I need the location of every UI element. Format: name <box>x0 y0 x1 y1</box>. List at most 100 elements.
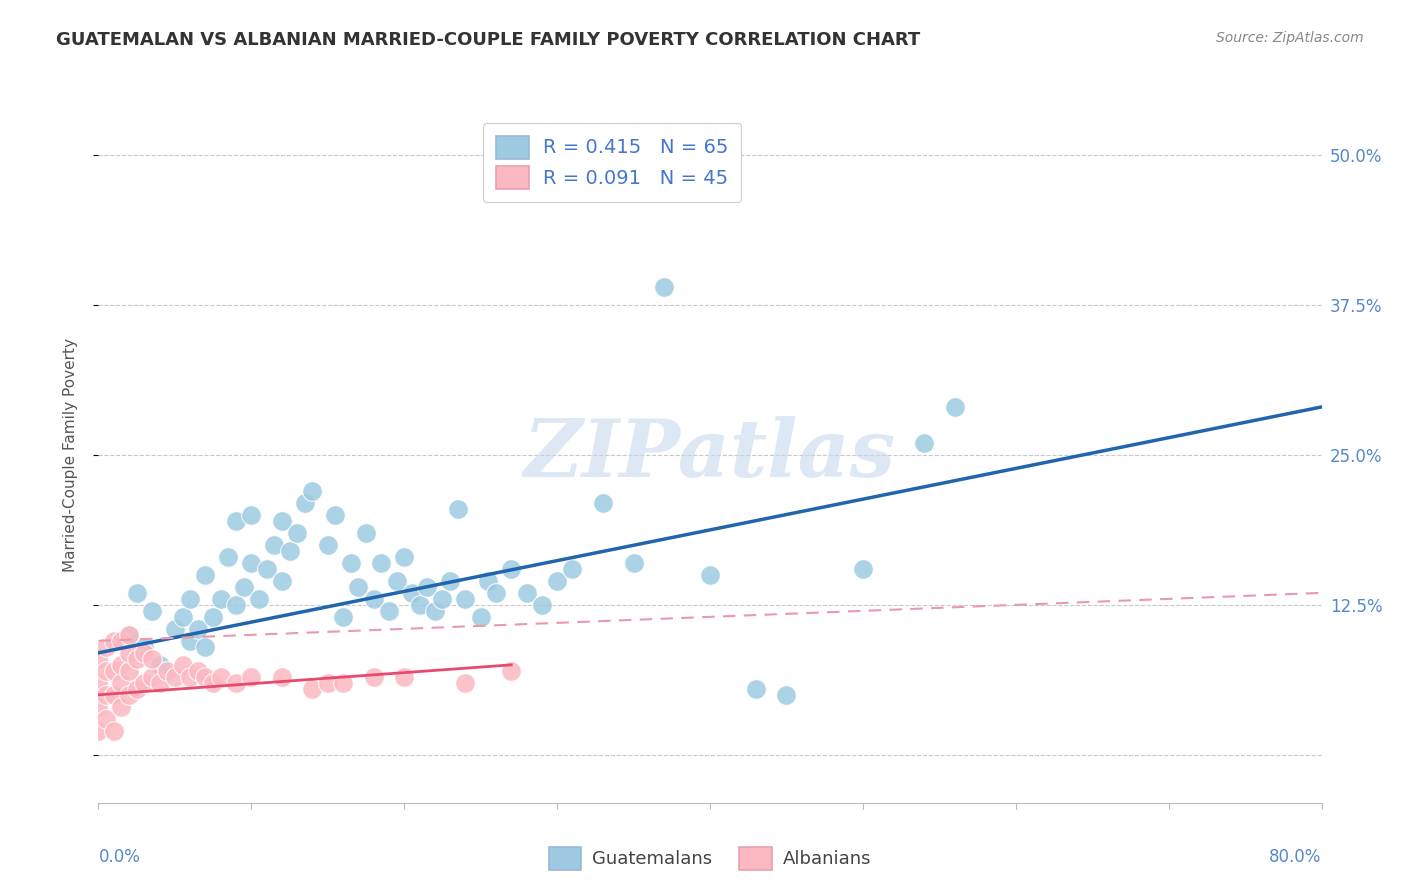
Point <box>110 699 132 714</box>
Point <box>118 628 141 642</box>
Text: Source: ZipAtlas.com: Source: ZipAtlas.com <box>1216 31 1364 45</box>
Point <box>392 549 416 564</box>
Point <box>325 508 347 522</box>
Point <box>347 580 370 594</box>
Point <box>256 562 278 576</box>
Point <box>301 483 323 498</box>
Point <box>179 633 201 648</box>
Point <box>401 586 423 600</box>
Point <box>470 610 492 624</box>
Point <box>363 591 385 606</box>
Text: ZIPatlas: ZIPatlas <box>524 417 896 493</box>
Point <box>285 525 308 540</box>
Point <box>156 664 179 678</box>
Point <box>263 538 285 552</box>
Point <box>118 646 141 660</box>
Point <box>561 562 583 576</box>
Point <box>339 556 361 570</box>
Point <box>270 514 292 528</box>
Point <box>501 562 523 576</box>
Point <box>912 436 935 450</box>
Point <box>163 622 186 636</box>
Point <box>316 676 339 690</box>
Point <box>477 574 499 588</box>
Point <box>194 567 217 582</box>
Point <box>118 628 141 642</box>
Point <box>134 646 156 660</box>
Point <box>278 544 301 558</box>
Point <box>94 640 117 654</box>
Point <box>172 610 194 624</box>
Point <box>103 633 125 648</box>
Point <box>179 670 201 684</box>
Point <box>232 580 254 594</box>
Point <box>501 664 523 678</box>
Point <box>270 670 292 684</box>
Point <box>141 604 163 618</box>
Point <box>118 688 141 702</box>
Point <box>423 604 446 618</box>
Point <box>301 681 323 696</box>
Point <box>370 556 392 570</box>
Point <box>134 640 156 654</box>
Point <box>530 598 553 612</box>
Point <box>699 567 721 582</box>
Point <box>225 514 247 528</box>
Point <box>94 688 117 702</box>
Point <box>225 598 247 612</box>
Point <box>110 633 132 648</box>
Point <box>141 652 163 666</box>
Point <box>363 670 385 684</box>
Point <box>110 676 132 690</box>
Point <box>87 699 110 714</box>
Point <box>294 496 316 510</box>
Point <box>110 657 132 672</box>
Point <box>240 508 263 522</box>
Point <box>118 664 141 678</box>
Point <box>179 591 201 606</box>
Point <box>775 688 797 702</box>
Point <box>240 670 263 684</box>
Point <box>209 591 232 606</box>
Point <box>194 670 217 684</box>
Point <box>516 586 538 600</box>
Point <box>240 556 263 570</box>
Point <box>247 591 270 606</box>
Point <box>408 598 430 612</box>
Y-axis label: Married-Couple Family Poverty: Married-Couple Family Poverty <box>63 338 77 572</box>
Point <box>217 549 239 564</box>
Point <box>87 723 110 738</box>
Point <box>225 676 247 690</box>
Point <box>149 657 172 672</box>
Point <box>87 676 110 690</box>
Point <box>745 681 768 696</box>
Point <box>392 670 416 684</box>
Point <box>172 657 194 672</box>
Point <box>87 652 110 666</box>
Point <box>125 681 148 696</box>
Text: 0.0%: 0.0% <box>98 848 141 866</box>
Point <box>332 610 354 624</box>
Point <box>103 688 125 702</box>
Point <box>447 502 470 516</box>
Point <box>432 591 454 606</box>
Point <box>354 525 377 540</box>
Point <box>592 496 614 510</box>
Text: 80.0%: 80.0% <box>1270 848 1322 866</box>
Point <box>103 664 125 678</box>
Point <box>332 676 354 690</box>
Point <box>94 712 117 726</box>
Point <box>125 586 148 600</box>
Point <box>270 574 292 588</box>
Text: GUATEMALAN VS ALBANIAN MARRIED-COUPLE FAMILY POVERTY CORRELATION CHART: GUATEMALAN VS ALBANIAN MARRIED-COUPLE FA… <box>56 31 921 49</box>
Point <box>134 676 156 690</box>
Point <box>94 664 117 678</box>
Point <box>141 670 163 684</box>
Point <box>943 400 966 414</box>
Point <box>546 574 568 588</box>
Point <box>416 580 439 594</box>
Point <box>385 574 408 588</box>
Point <box>623 556 645 570</box>
Point <box>187 664 209 678</box>
Point <box>316 538 339 552</box>
